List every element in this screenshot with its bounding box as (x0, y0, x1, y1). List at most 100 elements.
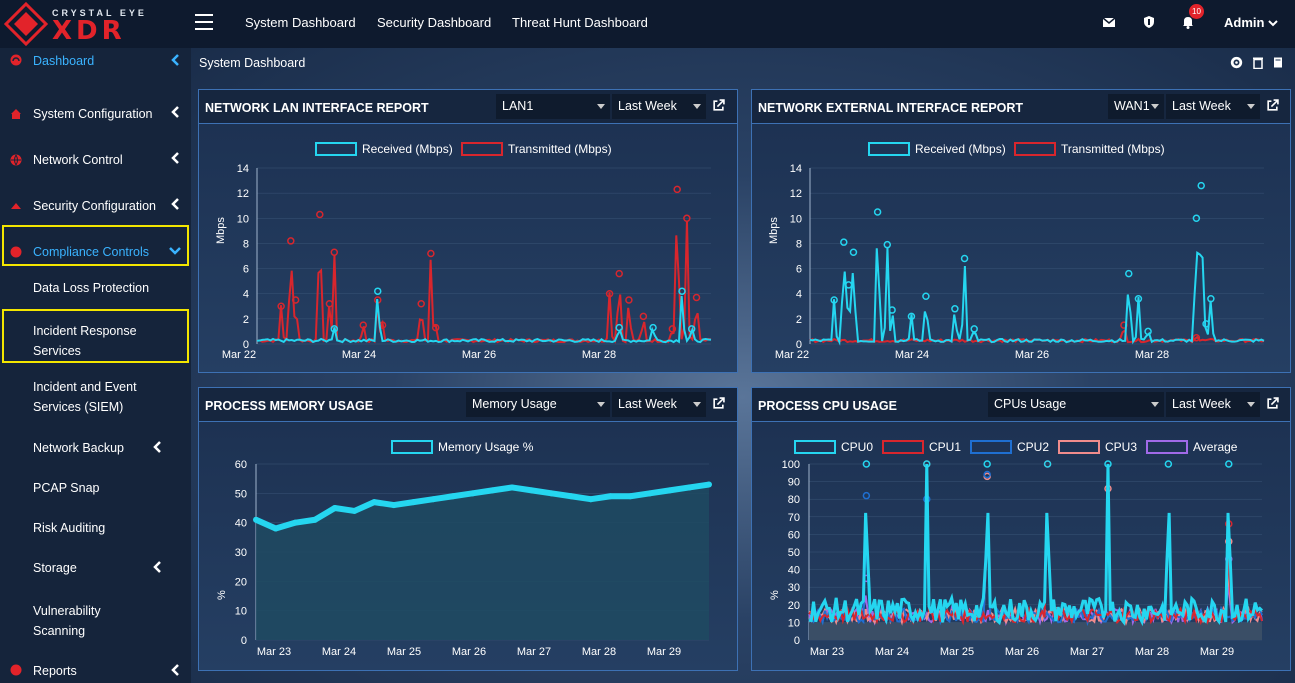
data-point[interactable] (862, 491, 871, 500)
data-point[interactable] (331, 505, 338, 511)
data-point[interactable] (427, 249, 435, 258)
data-point[interactable] (316, 210, 324, 219)
data-point[interactable] (844, 281, 853, 289)
data-point[interactable] (607, 493, 614, 500)
sidebar-item-storage[interactable]: Storage (0, 554, 191, 594)
data-point[interactable] (351, 507, 358, 514)
data-point[interactable] (1164, 460, 1173, 468)
data-point[interactable] (417, 300, 425, 308)
user-menu[interactable]: Admin (1224, 15, 1278, 30)
data-point[interactable] (983, 460, 991, 468)
sidebar-item-network-backup[interactable]: Network Backup (0, 434, 191, 474)
data-point[interactable] (330, 325, 339, 333)
book-icon[interactable] (1272, 56, 1284, 69)
data-point[interactable] (668, 325, 677, 333)
menu-toggle-icon[interactable] (195, 14, 213, 30)
nav-threat-hunt-dashboard[interactable]: Threat Hunt Dashboard (512, 15, 648, 30)
data-point[interactable] (922, 292, 930, 300)
data-point[interactable] (359, 321, 368, 329)
data-point[interactable] (272, 525, 279, 532)
data-point[interactable] (373, 287, 382, 295)
data-point[interactable] (883, 240, 892, 249)
nav-system-dashboard[interactable]: System Dashboard (245, 15, 356, 30)
data-point[interactable] (528, 487, 535, 494)
lan-interface-select[interactable]: LAN1 (496, 94, 610, 119)
data-point[interactable] (830, 296, 838, 304)
data-point[interactable] (548, 490, 555, 497)
external-link-icon[interactable] (712, 397, 725, 410)
sidebar-item-incident-response-services[interactable]: Incident Response Services (0, 314, 191, 366)
data-point[interactable] (673, 185, 681, 194)
data-point[interactable] (509, 484, 516, 491)
sidebar-item-network-control[interactable]: Network Control (0, 140, 191, 180)
legend-received[interactable]: Received (Mbps) (315, 142, 453, 156)
sidebar-item-system-configuration[interactable]: System Configuration (0, 94, 191, 134)
data-point[interactable] (1207, 294, 1215, 303)
memory-select[interactable]: Memory Usage (466, 392, 610, 417)
data-point[interactable] (960, 254, 969, 263)
data-point[interactable] (615, 269, 623, 278)
data-point[interactable] (646, 490, 653, 497)
data-point[interactable] (970, 325, 978, 333)
data-point[interactable] (325, 300, 334, 308)
data-point[interactable] (1197, 181, 1205, 190)
data-point[interactable] (1192, 333, 1201, 342)
data-point[interactable] (568, 493, 575, 500)
data-point[interactable] (390, 502, 397, 509)
data-point[interactable] (410, 499, 417, 506)
sidebar-item-incident-and-event-services[interactable]: Incident and Event Services (SIEM) (0, 374, 191, 426)
data-point[interactable] (605, 289, 614, 298)
data-point[interactable] (687, 325, 696, 333)
wan-interface-select[interactable]: WAN1 (1108, 94, 1164, 119)
data-point[interactable] (330, 248, 339, 256)
legend-transmitted[interactable]: Transmitted (Mbps) (1014, 142, 1165, 156)
sidebar-item-compliance-controls[interactable]: Compliance Controls (0, 232, 191, 272)
sidebar-item-pcap-snap[interactable]: PCAP Snap (0, 474, 191, 514)
data-point[interactable] (649, 323, 657, 332)
data-point[interactable] (312, 516, 319, 523)
data-point[interactable] (489, 487, 496, 494)
cpu-select[interactable]: CPUs Usage (988, 392, 1164, 417)
legend-received[interactable]: Received (Mbps) (868, 142, 1006, 156)
data-point[interactable] (873, 208, 882, 216)
data-point[interactable] (1192, 214, 1201, 223)
data-point[interactable] (469, 490, 476, 497)
data-point[interactable] (639, 312, 648, 321)
bell-icon[interactable] (1180, 14, 1196, 30)
data-point[interactable] (888, 306, 896, 314)
sidebar-item-data-loss-protection[interactable]: Data Loss Protection (0, 274, 191, 314)
data-point[interactable] (277, 302, 285, 311)
sidebar-item-security-configuration[interactable]: Security Configuration (0, 186, 191, 226)
data-point[interactable] (840, 238, 848, 246)
data-point[interactable] (1134, 294, 1143, 303)
data-point[interactable] (431, 323, 440, 332)
data-point[interactable] (587, 496, 594, 503)
data-point[interactable] (625, 296, 633, 304)
data-point[interactable] (849, 248, 858, 256)
external-link-icon[interactable] (1266, 397, 1279, 410)
trash-icon[interactable] (1252, 56, 1264, 69)
data-point[interactable] (862, 460, 871, 468)
data-point[interactable] (291, 296, 300, 304)
shield-icon[interactable] (1141, 14, 1157, 30)
nav-security-dashboard[interactable]: Security Dashboard (377, 15, 492, 30)
brand-logo[interactable]: CRYSTAL EYE XDR (4, 2, 164, 46)
data-point[interactable] (692, 293, 701, 302)
data-point[interactable] (951, 305, 959, 313)
gear-icon[interactable] (1230, 56, 1243, 69)
data-point[interactable] (678, 287, 686, 295)
data-point[interactable] (1225, 460, 1233, 468)
mail-icon[interactable] (1101, 14, 1117, 30)
data-point[interactable] (371, 499, 378, 506)
data-point[interactable] (683, 214, 691, 223)
data-point[interactable] (923, 460, 931, 468)
memory-range-select[interactable]: Last Week (612, 392, 706, 417)
legend-cpu2[interactable]: CPU2 (970, 440, 1049, 454)
legend-cpu1[interactable]: CPU1 (882, 440, 961, 454)
data-point[interactable] (615, 323, 623, 332)
cpu-range-select[interactable]: Last Week (1166, 392, 1260, 417)
data-point[interactable] (449, 493, 456, 500)
data-point[interactable] (1202, 320, 1210, 328)
data-point[interactable] (907, 312, 916, 321)
legend-average[interactable]: Average (1146, 440, 1238, 454)
